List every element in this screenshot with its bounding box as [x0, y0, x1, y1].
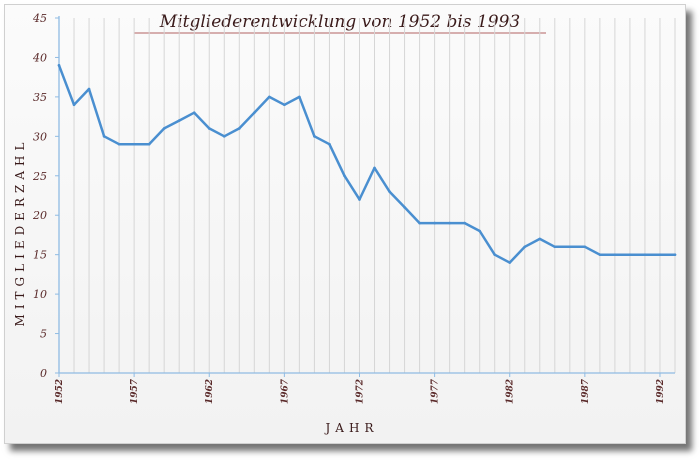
y-tick-label: 5	[40, 328, 47, 341]
x-tick-label: 1992	[656, 379, 666, 404]
data-point	[253, 111, 256, 114]
axes	[58, 16, 675, 374]
y-tick-label: 30	[33, 130, 47, 143]
data-point	[147, 142, 151, 146]
data-point	[358, 198, 361, 201]
data-point	[373, 166, 376, 170]
chart-frame	[4, 4, 686, 444]
data-point	[673, 253, 677, 256]
y-tick-label: 15	[33, 249, 47, 262]
data-point	[207, 127, 211, 130]
data-point	[538, 237, 542, 241]
data-point	[448, 221, 451, 225]
series-line	[57, 64, 677, 264]
y-tick-label: 25	[32, 170, 47, 183]
data-point	[162, 127, 166, 130]
data-point	[328, 142, 331, 146]
series	[57, 64, 677, 264]
data-point	[72, 103, 76, 107]
data-point	[613, 253, 617, 256]
y-ticks: 0 5 10 15 20 25 30 35 40 45	[32, 12, 59, 380]
x-tick-label: 1952	[55, 379, 65, 404]
y-tick-label: 35	[33, 91, 47, 104]
data-point	[658, 253, 662, 256]
data-point	[388, 190, 391, 193]
data-point	[57, 64, 61, 67]
x-axis-label: JAHR	[324, 421, 379, 435]
data-point	[493, 253, 497, 256]
data-point	[568, 245, 572, 249]
data-point	[598, 253, 602, 256]
y-tick-label: 40	[32, 51, 47, 64]
x-tick-label: 1972	[355, 379, 365, 404]
data-point	[343, 174, 346, 178]
data-point	[508, 261, 512, 264]
x-tick-label: 1977	[431, 378, 441, 404]
data-point	[583, 245, 587, 249]
y-tick-label: 0	[40, 367, 47, 380]
chart-title: Mitgliederentwicklung von 1952 bis 1993	[159, 12, 520, 32]
data-point	[418, 221, 421, 225]
data-point	[628, 253, 632, 256]
x-ticks: 1952 1957 1962 1967 1972 1977 1982 1987 1992	[55, 373, 666, 404]
data-point	[523, 245, 527, 249]
data-point	[177, 119, 181, 122]
data-point	[87, 87, 91, 91]
y-tick-label: 20	[32, 209, 47, 222]
data-point	[433, 221, 436, 225]
data-point	[463, 221, 466, 225]
x-tick-label: 1987	[581, 378, 591, 404]
data-point	[298, 95, 301, 99]
x-tick-label: 1982	[506, 379, 516, 404]
x-tick-label: 1967	[280, 378, 290, 404]
y-axis-label: MITGLIEDERZAHL	[13, 138, 27, 327]
x-tick-label: 1962	[205, 379, 215, 404]
y-tick-label: 45	[32, 12, 47, 25]
data-point	[192, 111, 196, 114]
data-point	[222, 135, 226, 138]
data-point	[117, 142, 121, 146]
y-tick-label: 10	[33, 288, 47, 301]
data-point	[102, 135, 106, 138]
x-tick-label: 1957	[130, 378, 140, 404]
data-point	[553, 245, 557, 249]
data-point	[132, 142, 136, 146]
data-point	[237, 127, 241, 130]
data-point	[643, 253, 647, 256]
data-point	[313, 135, 316, 138]
data-point	[478, 229, 481, 233]
data-point	[283, 103, 286, 107]
data-point	[268, 95, 271, 99]
grid	[58, 18, 676, 373]
data-point	[403, 206, 406, 209]
